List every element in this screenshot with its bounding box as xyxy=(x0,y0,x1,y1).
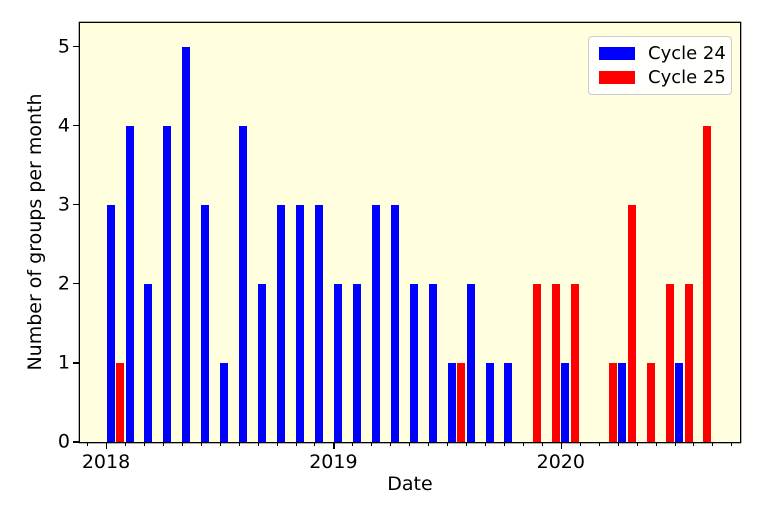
y-tick-label-0: 0 xyxy=(57,430,70,453)
x-tick-minor xyxy=(219,442,221,446)
bar-cycle24-2019-05 xyxy=(409,283,418,442)
x-tick-minor xyxy=(655,442,657,446)
x-tick-minor xyxy=(87,442,89,446)
bar-cycle24-2019-08 xyxy=(466,283,475,442)
x-tick-minor xyxy=(503,442,505,446)
y-tick xyxy=(73,204,80,206)
bar-cycle24-2019-06 xyxy=(428,283,437,442)
legend-item-cycle-25: Cycle 25 xyxy=(599,67,726,88)
bar-cycle25-2019-11 xyxy=(532,283,541,442)
bar-cycle25-2019-12 xyxy=(551,283,560,442)
bar-cycle24-2018-11 xyxy=(296,204,304,442)
x-tick-minor xyxy=(314,442,316,446)
bar-cycle24-2018-05 xyxy=(182,46,191,442)
y-tick xyxy=(73,283,80,285)
plot-area: Cycle 24 Cycle 25 2018 2019 2020 0 1 2 3 4 5 xyxy=(58,23,740,473)
bar-cycle24-2018-06 xyxy=(201,204,210,442)
y-tick xyxy=(73,46,80,48)
bar-cycle24-2018-01 xyxy=(106,204,115,442)
bar-cycle25-2020-06 xyxy=(665,283,674,442)
legend-swatch-cycle-25-icon xyxy=(599,71,635,84)
x-tick-label-2020: 2020 xyxy=(536,451,585,473)
bar-cycle24-2018-02 xyxy=(125,125,134,442)
x-tick-minor xyxy=(712,442,714,446)
bar-cycle25-2020-03 xyxy=(608,362,617,442)
bar-cycle24-2019-03 xyxy=(371,204,380,442)
x-tick-minor xyxy=(541,442,543,446)
bar-cycle24-2019-09 xyxy=(485,362,494,442)
legend-label-cycle-24: Cycle 24 xyxy=(648,43,726,64)
x-tick-major xyxy=(333,442,335,449)
bar-cycle24-2020-07 xyxy=(675,362,683,442)
y-tick-label-5: 5 xyxy=(57,35,70,58)
x-tick-minor xyxy=(617,442,619,446)
y-tick-label-2: 2 xyxy=(57,272,70,295)
x-tick-minor xyxy=(579,442,581,446)
x-tick-minor xyxy=(409,442,411,446)
x-tick-minor xyxy=(693,442,695,446)
x-tick-label-2018: 2018 xyxy=(81,451,131,473)
bar-cycle24-2019-10 xyxy=(504,362,513,442)
x-tick-minor xyxy=(447,442,449,446)
bar-cycle25-2020-04 xyxy=(627,204,636,442)
legend-item-cycle-24: Cycle 24 xyxy=(599,43,726,64)
x-tick-minor xyxy=(674,442,676,446)
y-tick xyxy=(73,362,80,364)
bar-cycle24-2019-02 xyxy=(352,283,361,442)
y-tick xyxy=(73,125,80,127)
bar-cycle25-2020-07 xyxy=(684,283,693,442)
bar-cycle24-2018-03 xyxy=(144,283,153,442)
bar-cycle24-2018-09 xyxy=(258,283,267,442)
bar-cycle24-2019-01 xyxy=(333,283,342,442)
y-axis-label: Number of groups per month xyxy=(24,93,46,371)
x-tick-minor xyxy=(162,442,164,446)
bar-cycle25-2020-01 xyxy=(570,283,579,442)
x-tick-minor xyxy=(125,442,126,446)
bar-cycle24-2018-10 xyxy=(277,204,285,442)
y-tick-label-4: 4 xyxy=(57,114,70,137)
y-tick-label-3: 3 xyxy=(57,193,70,216)
bar-cycle24-2018-12 xyxy=(314,204,323,442)
x-tick-label-2019: 2019 xyxy=(309,451,358,473)
bar-cycle24-2020-01 xyxy=(561,362,570,442)
bar-cycle24-2018-04 xyxy=(163,125,172,442)
x-tick-minor xyxy=(238,442,240,446)
x-tick-minor xyxy=(522,442,524,446)
x-tick-minor xyxy=(598,442,600,446)
bar-cycle24-2019-07 xyxy=(447,362,456,442)
x-axis-label: Date xyxy=(387,473,433,495)
x-tick-minor xyxy=(485,442,486,446)
x-tick-minor xyxy=(181,442,183,446)
x-tick-major xyxy=(560,442,563,449)
x-tick-minor xyxy=(276,442,278,446)
bar-cycle24-2019-04 xyxy=(390,204,399,442)
x-tick-minor xyxy=(257,442,259,446)
y-tick xyxy=(73,441,80,443)
bar-cycle25-2020-08 xyxy=(703,125,712,442)
bar-cycle24-2018-08 xyxy=(239,125,248,442)
legend-label-cycle-25: Cycle 25 xyxy=(648,67,726,88)
x-tick-minor xyxy=(390,442,392,446)
x-tick-minor xyxy=(428,442,430,446)
x-tick-minor xyxy=(466,442,468,446)
x-tick-minor xyxy=(371,442,373,446)
legend: Cycle 24 Cycle 25 xyxy=(588,36,732,95)
y-tick-label-1: 1 xyxy=(57,351,70,374)
bar-cycle25-2020-05 xyxy=(646,362,655,442)
x-tick-minor xyxy=(200,442,202,446)
x-tick-minor xyxy=(636,442,638,446)
x-tick-minor xyxy=(295,442,297,446)
x-tick-minor xyxy=(143,442,145,446)
bar-cycle25-2018-01 xyxy=(116,362,124,442)
bar-cycle24-2018-07 xyxy=(220,362,229,442)
bar-cycle24-2020-04 xyxy=(618,362,627,442)
x-tick-minor xyxy=(352,442,354,446)
bar-cycle25-2019-07 xyxy=(457,362,466,442)
x-tick-minor xyxy=(731,442,733,446)
x-tick-major xyxy=(106,442,108,449)
legend-swatch-cycle-24-icon xyxy=(599,47,635,60)
